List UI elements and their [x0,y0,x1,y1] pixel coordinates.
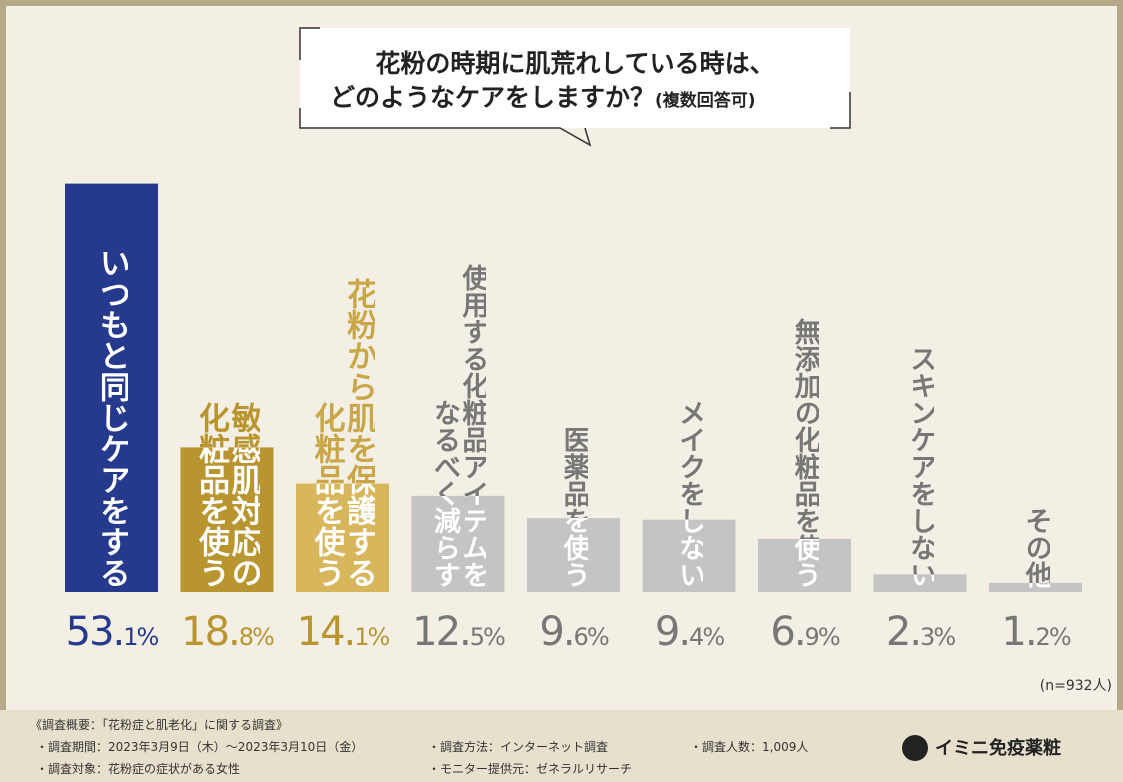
value-label-part: 6% [574,623,609,651]
bar [873,574,967,592]
title-bracket [299,27,851,147]
value-label-part: 9% [805,623,840,651]
value-label-part: 3% [920,623,955,651]
value-label-part: 1% [123,623,158,651]
footer [0,710,1123,782]
category-label: 無添加の化粧品を使う [790,178,821,588]
logo-mark [902,735,928,761]
category-label-box: 無添加の化粧品を使う [758,178,851,588]
category-label-box: 花粉から肌を保護する 化粧品を使う [296,178,389,588]
value-label: 14.1% [297,609,390,655]
subtitle: (複数回答可) [655,90,756,111]
value-label: 12.5% [412,609,505,655]
footer-item: ・調査対象：花粉症の症状がある女性 [36,762,241,776]
bar [527,518,620,592]
value-label-part: 9. [539,609,573,655]
value-label-part: 14. [297,609,355,655]
bar [296,483,389,592]
value-label-part: 2. [886,609,920,655]
category-label: メイクをしない [674,178,705,588]
category-label-box: 敏感肌対応の 化粧品を使う [181,178,274,588]
footer-heading: 《調査概要：「花粉症と肌老化」に関する調査》 [30,718,289,732]
logo: イミニ免疫薬粧 [935,737,1061,759]
value-label: 9.6% [539,609,608,655]
category-label: いつもと同じケアをする [94,178,130,588]
value-label: 53.1% [66,609,159,655]
footer-item: ・調査人数：1,009人 [690,740,809,754]
value-label-part: 6. [770,609,804,655]
bar [642,519,736,592]
category-label-box: 使用する化粧品アイテムを なるべく減らす [412,178,505,588]
value-label: 1.2% [1001,609,1070,655]
category-label-box: その他 [989,178,1082,588]
title-box [300,28,850,128]
value-label-part: 1% [354,623,389,651]
value-label-part: 12. [412,609,470,655]
category-label: スキンケアをしない [905,178,936,588]
category-label: その他 [1021,178,1052,588]
category-label: 敏感肌対応の 化粧品を使う [193,178,262,588]
footer-item: ・調査期間：2023年3月9日（木）～2023年3月10日（金） [36,740,364,754]
bar [411,495,505,592]
value-label: 6.9% [770,609,839,655]
value-label-part: 18. [181,609,239,655]
category-label: 花粉から肌を保護する 化粧品を使う [309,178,378,588]
category-label-box: 医薬品を使う [527,178,620,588]
category-label: 医薬品を使う [559,178,590,588]
bar [180,447,274,592]
value-label: 9.4% [655,609,724,655]
category-label-box: いつもと同じケアをする [65,178,158,588]
value-label: 18.8% [181,609,274,655]
value-label-part: 2% [1036,623,1071,651]
note: (n=932人) [1040,678,1112,694]
value-label-part: 5% [470,623,505,651]
value-label-part: 8% [239,623,274,651]
bar [989,582,1082,592]
category-label: 使用する化粧品アイテムを なるべく減らす [429,178,488,588]
value-label-part: 4% [689,623,724,651]
value-label-part: 1. [1001,609,1035,655]
bar [758,538,851,592]
title-line: 花粉の時期に肌荒れしている時は、 [375,49,774,78]
footer-item: ・調査方法：インターネット調査 [428,740,609,754]
category-label-box: メイクをしない [643,178,736,588]
footer-item: ・モニター提供元：ゼネラルリサーチ [428,762,633,776]
value-label-part: 9. [655,609,689,655]
value-label: 2.3% [886,609,955,655]
title-line: どのようなケアをしますか？ [330,83,655,112]
bar [65,183,158,592]
category-label-box: スキンケアをしない [874,178,967,588]
title-line: どのようなケアをしますか？(複数回答可) [330,83,756,112]
value-label-part: 53. [66,609,124,655]
